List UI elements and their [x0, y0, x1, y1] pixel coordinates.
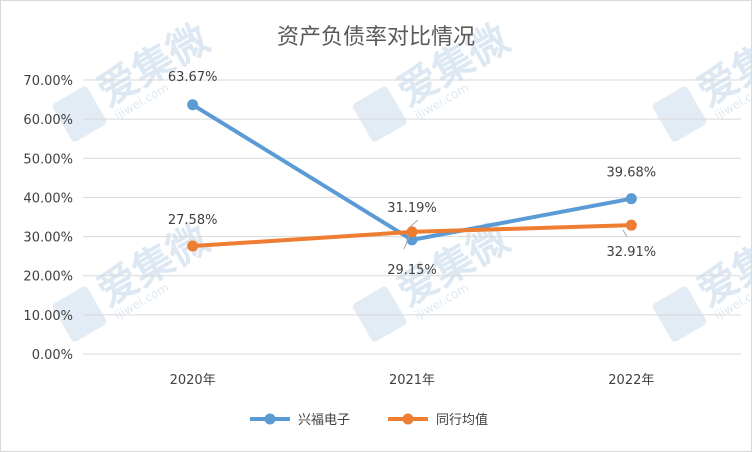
legend-label: 同行均值: [436, 412, 488, 428]
leader-line: [409, 219, 419, 228]
data-label: 27.58%: [168, 213, 218, 228]
data-label: 63.67%: [168, 70, 218, 85]
watermark-logo: [52, 86, 107, 142]
series-line-0: [190, 102, 634, 242]
watermark-logo: [652, 86, 707, 142]
data-label: 32.91%: [607, 245, 657, 260]
y-tick-label: 50.00%: [23, 152, 73, 167]
legend-label: 兴福电子: [298, 413, 350, 428]
data-point: [187, 240, 199, 252]
data-label: 31.19%: [387, 201, 437, 216]
series-layer: 63.67% 29.15% 39.68% 27.58% 31.19% 32.91%: [168, 70, 656, 278]
x-axis-ticks: 2020年 2021年 2022年: [170, 373, 655, 388]
data-point: [625, 219, 637, 231]
watermark-logo: [352, 86, 407, 142]
leader-line: [622, 229, 628, 238]
y-tick-label: 60.00%: [23, 113, 73, 128]
legend-marker: [402, 413, 414, 425]
x-tick-label: 2020年: [170, 373, 216, 388]
data-label: 39.68%: [607, 166, 657, 181]
data-point: [406, 226, 418, 238]
x-tick-label: 2021年: [389, 373, 435, 388]
y-tick-label: 20.00%: [23, 270, 73, 285]
y-tick-label: 0.00%: [32, 348, 73, 363]
y-tick-label: 40.00%: [23, 191, 73, 206]
data-point: [187, 99, 199, 111]
legend-marker: [264, 413, 276, 425]
y-axis-ticks: 0.00% 10.00% 20.00% 30.00% 40.00% 50.00% 60.00…: [23, 74, 73, 363]
watermark-logo: [652, 286, 707, 342]
watermark-logo: [352, 286, 407, 342]
leader-line: [403, 236, 410, 250]
y-tick-label: 70.00%: [23, 74, 73, 89]
y-tick-label: 30.00%: [23, 231, 73, 246]
watermark-logo: [52, 286, 107, 342]
legend: 兴福电子 同行均值: [250, 412, 488, 428]
x-tick-label: 2022年: [608, 373, 654, 388]
y-tick-label: 10.00%: [23, 309, 73, 324]
data-label: 29.15%: [387, 263, 437, 278]
data-point: [625, 193, 637, 205]
chart-title: 资产负债率对比情况: [277, 25, 475, 50]
